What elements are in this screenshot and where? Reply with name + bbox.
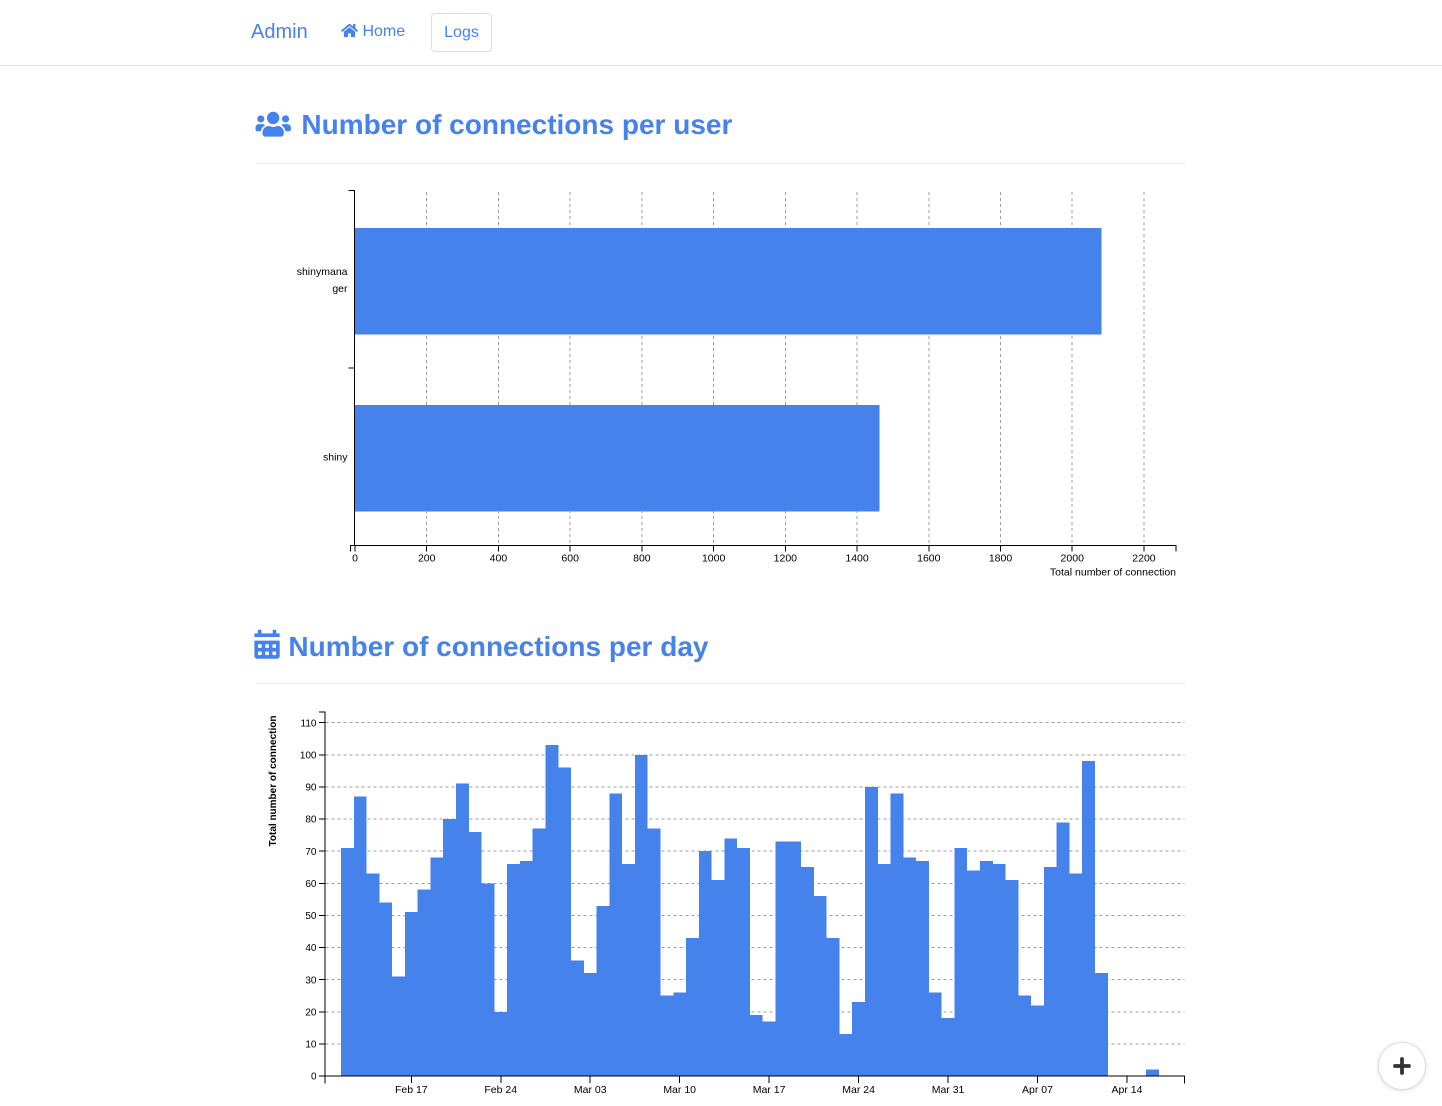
svg-text:shiny: shiny	[323, 452, 348, 464]
svg-text:Apr 07: Apr 07	[1022, 1084, 1053, 1096]
svg-text:110: 110	[301, 718, 317, 729]
svg-text:10: 10	[305, 1040, 317, 1051]
svg-text:1400: 1400	[845, 553, 869, 565]
svg-text:2200: 2200	[1132, 553, 1156, 565]
svg-text:1200: 1200	[774, 553, 798, 565]
svg-text:Feb 17: Feb 17	[395, 1084, 428, 1096]
svg-text:40: 40	[305, 943, 317, 954]
svg-text:90: 90	[305, 783, 317, 794]
svg-text:60: 60	[305, 879, 317, 890]
svg-text:1000: 1000	[702, 553, 726, 565]
svg-text:Total number of connection: Total number of connection	[1050, 567, 1176, 579]
svg-text:Number of connections per day: Number of connections per day	[288, 631, 708, 662]
svg-text:70: 70	[305, 847, 317, 858]
svg-text:Mar 03: Mar 03	[574, 1084, 607, 1096]
svg-text:80: 80	[305, 815, 317, 826]
svg-text:1600: 1600	[917, 553, 941, 565]
svg-text:Mar 17: Mar 17	[753, 1084, 786, 1096]
svg-text:ger: ger	[332, 283, 348, 295]
svg-text:200: 200	[418, 553, 436, 565]
svg-text:shinymana: shinymana	[297, 266, 348, 278]
svg-text:30: 30	[305, 975, 317, 986]
svg-text:Apr 14: Apr 14	[1112, 1084, 1143, 1096]
svg-text:50: 50	[305, 911, 317, 922]
svg-text:800: 800	[633, 553, 651, 565]
svg-text:Total number of connection: Total number of connection	[268, 716, 279, 847]
svg-text:0: 0	[311, 1072, 317, 1083]
svg-text:0: 0	[352, 553, 358, 565]
svg-text:2000: 2000	[1061, 553, 1085, 565]
svg-text:600: 600	[561, 553, 579, 565]
svg-text:Feb 24: Feb 24	[484, 1084, 517, 1096]
svg-text:Mar 10: Mar 10	[663, 1084, 696, 1096]
svg-text:Mar 24: Mar 24	[842, 1084, 875, 1096]
svg-text:Mar 31: Mar 31	[932, 1084, 965, 1096]
svg-text:400: 400	[490, 553, 508, 565]
svg-text:Number of connections per user: Number of connections per user	[301, 109, 732, 140]
svg-text:1800: 1800	[989, 553, 1013, 565]
svg-text:20: 20	[305, 1007, 317, 1018]
svg-text:100: 100	[300, 751, 317, 762]
